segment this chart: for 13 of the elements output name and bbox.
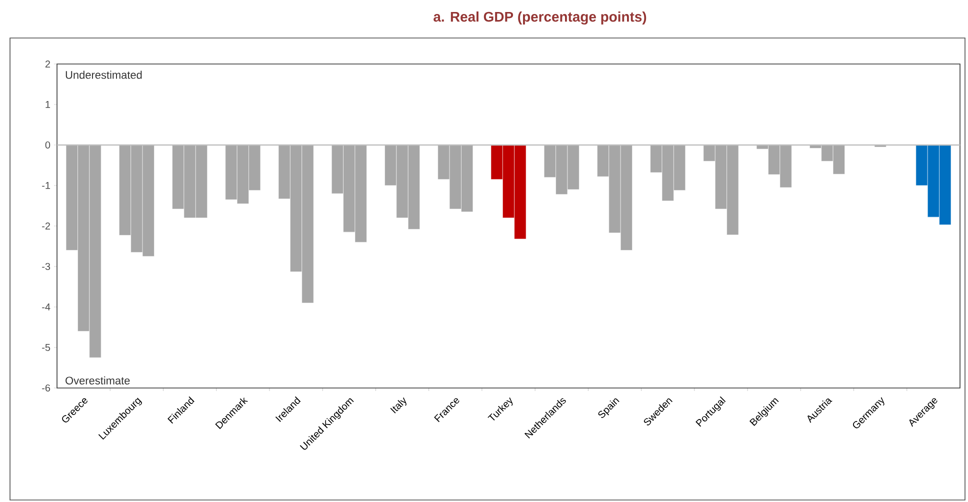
annotation: Underestimated (66, 70, 142, 79)
y-tick-label: -1 (42, 182, 50, 189)
y-tick-label: -6 (42, 384, 50, 392)
x-tick-label: Italy (390, 397, 406, 414)
annotation: Overestimate (66, 376, 130, 384)
y-tick-label: 1 (46, 101, 50, 108)
y-tick-label: -2 (42, 222, 50, 230)
y-tick-label: 2 (45, 60, 50, 68)
y-tick-label: 0 (45, 141, 50, 149)
y-tick-label: -5 (42, 344, 50, 351)
y-tick-label: -4 (42, 304, 50, 310)
chart-title: a. Real GDP (percentage points) (434, 11, 646, 25)
y-tick-label: -3 (42, 262, 50, 270)
